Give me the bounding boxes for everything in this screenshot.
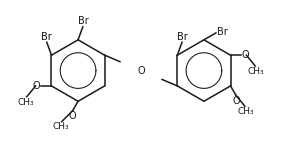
Text: O: O bbox=[137, 65, 145, 76]
Text: O: O bbox=[69, 111, 76, 121]
Text: CH₃: CH₃ bbox=[237, 107, 254, 116]
Text: CH₃: CH₃ bbox=[18, 98, 34, 107]
Text: O: O bbox=[242, 50, 250, 60]
Text: Br: Br bbox=[217, 27, 228, 37]
Text: Br: Br bbox=[78, 16, 89, 26]
Text: CH₃: CH₃ bbox=[53, 122, 70, 131]
Text: CH₃: CH₃ bbox=[248, 67, 264, 76]
Text: O: O bbox=[32, 81, 40, 91]
Text: O: O bbox=[232, 96, 240, 106]
Text: Br: Br bbox=[41, 32, 52, 42]
Text: Br: Br bbox=[177, 32, 188, 42]
